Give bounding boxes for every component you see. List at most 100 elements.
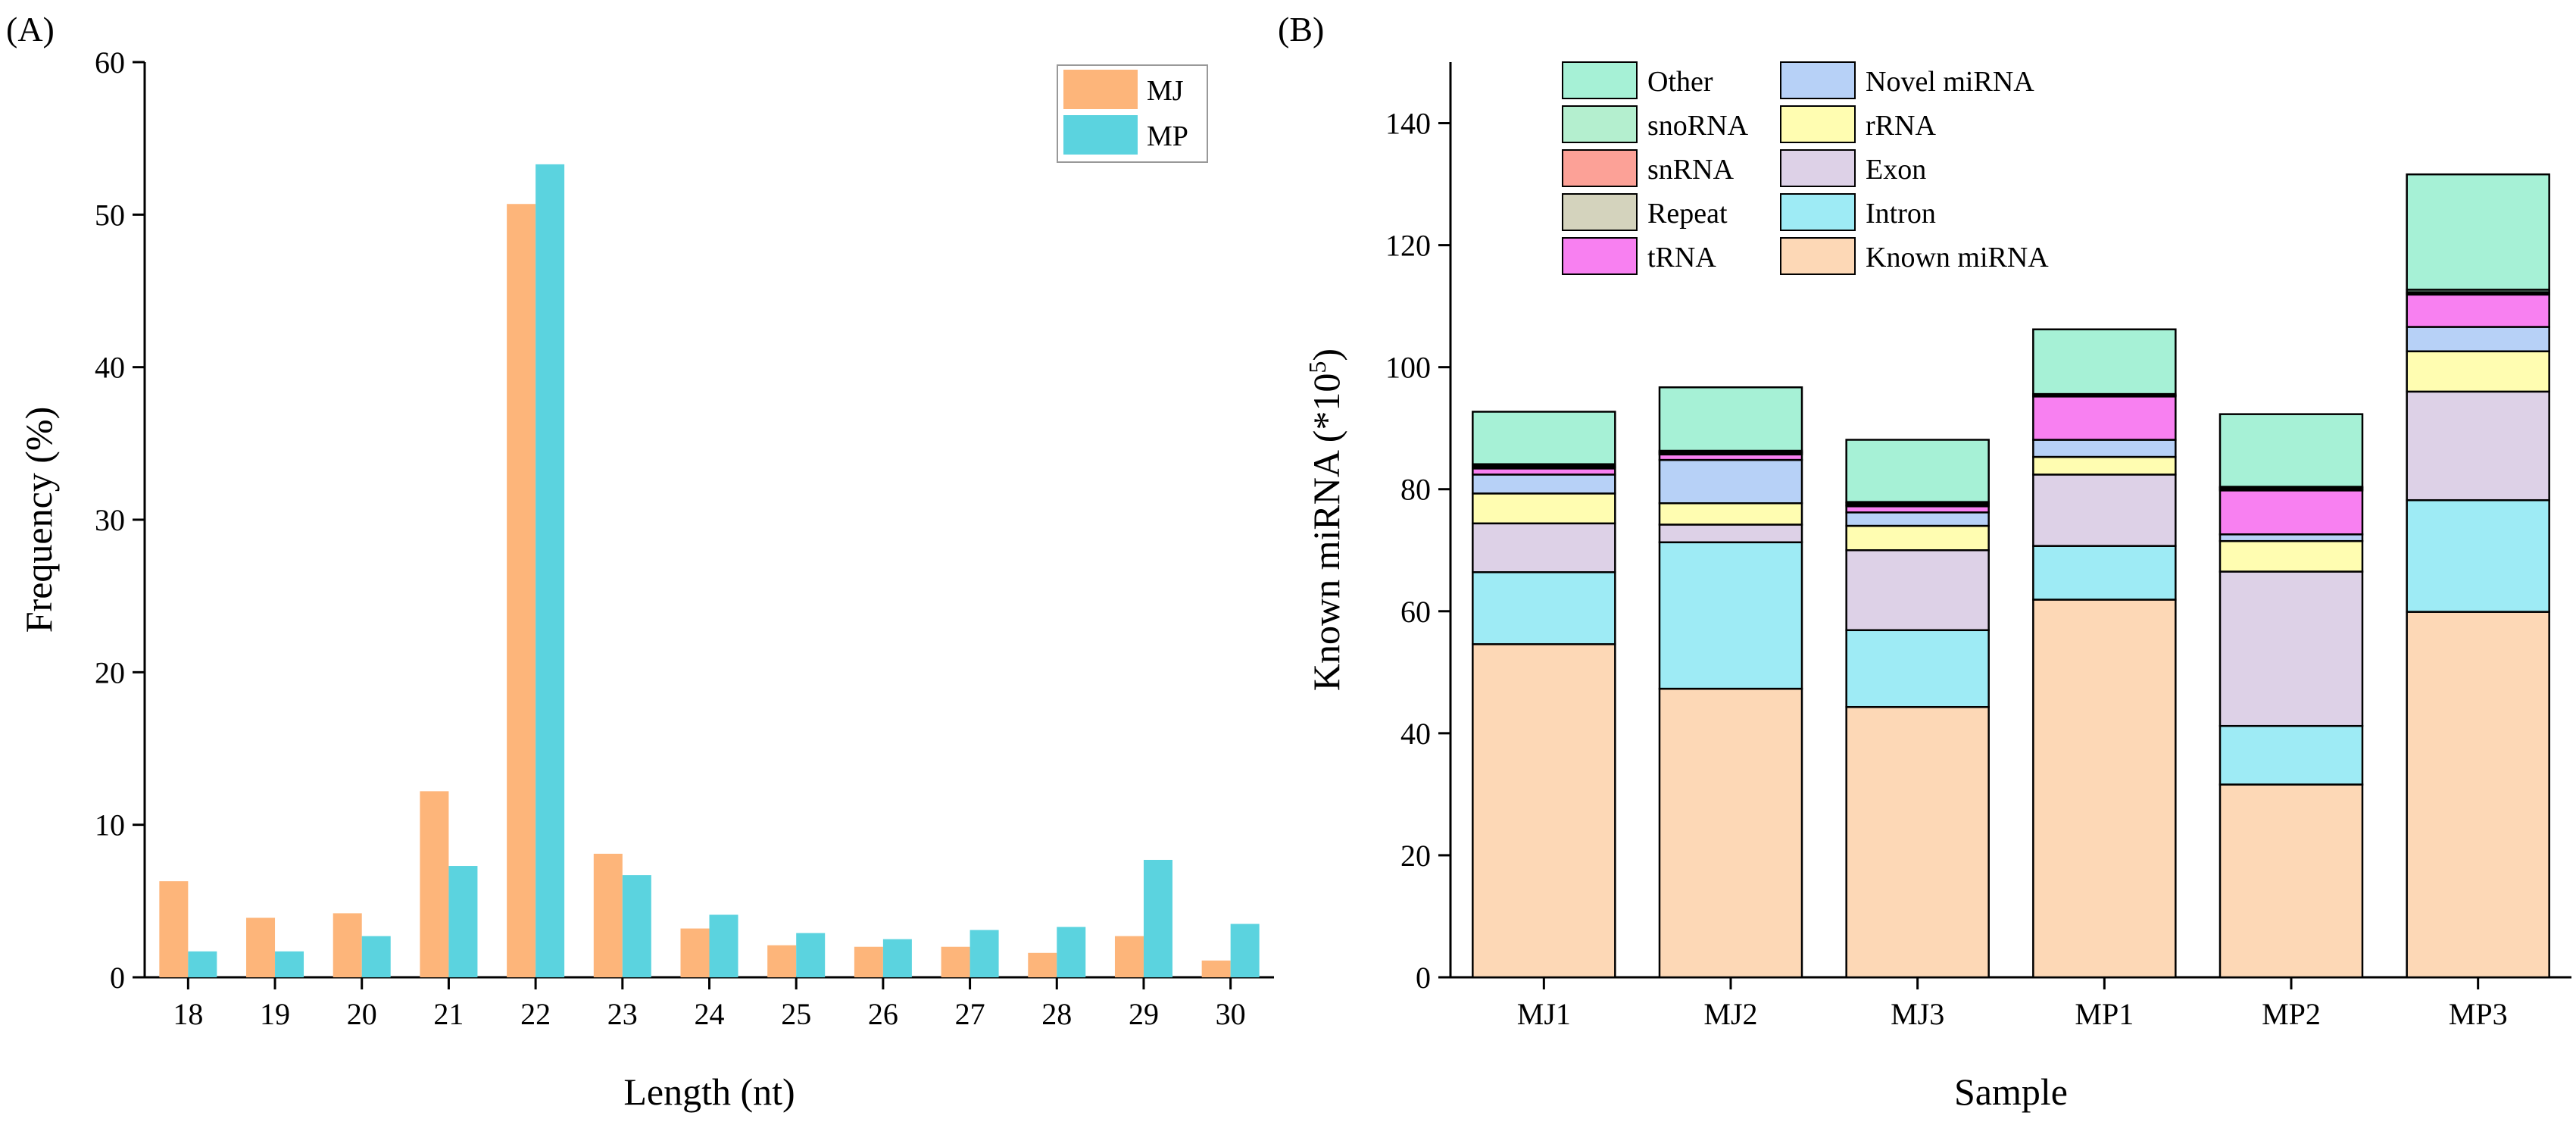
bar-exon-mp3: [2406, 390, 2550, 502]
bar-other-mj3: [1845, 439, 1990, 503]
panel-a: (A) 0 10 20 30 40 50 60 18 19 20 21 22 23 24 25 26 27 28 29…: [6, 10, 1274, 1113]
bar-mj-19: [246, 917, 276, 977]
bar-other-mp2: [2218, 413, 2364, 488]
bar-exon-mj3: [1845, 549, 1990, 632]
legend-swatch-exon: [1780, 149, 1856, 187]
legend-label-snrna: snRNA: [1647, 154, 1735, 186]
x-tick-label: 19: [260, 997, 290, 1031]
bar-trna-mp3: [2406, 293, 2550, 328]
bar-other-mj2: [1658, 386, 1803, 452]
bar-mp-28: [1057, 927, 1086, 977]
bar-intron-mj2: [1658, 541, 1803, 690]
bar-rrna-mj3: [1845, 524, 1990, 552]
bar-other-mj1: [1472, 411, 1616, 465]
legend-label-novel-mirna: Novel miRNA: [1866, 66, 2034, 98]
x-tick-label: MP3: [2449, 997, 2508, 1031]
bar-known-mirna-mj1: [1472, 643, 1616, 979]
bar-rrna-mp3: [2406, 350, 2550, 393]
x-tick-label: MP2: [2262, 997, 2321, 1031]
x-tick-label: 26: [868, 997, 898, 1031]
legend-label-trna: tRNA: [1647, 242, 1716, 273]
bar-exon-mp2: [2218, 570, 2364, 727]
bar-known-mirna-mp2: [2218, 783, 2364, 979]
bar-mp-30: [1230, 924, 1260, 977]
x-tick-label: 27: [955, 997, 985, 1031]
bar-mp-22: [535, 164, 565, 978]
bar-mj-28: [1028, 952, 1057, 977]
bar-mp-24: [709, 914, 738, 977]
bar-novel-mirna-mj2: [1658, 458, 1803, 505]
y-tick-label: 100: [1385, 351, 1431, 385]
bar-mj-21: [420, 791, 449, 977]
legend-swatch-novel-mirna: [1780, 61, 1856, 99]
bar-known-mirna-mp3: [2406, 611, 2550, 979]
bar-mp-27: [970, 930, 999, 977]
legend-swatch-snrna: [1562, 149, 1638, 187]
x-tick-label: MJ1: [1517, 997, 1571, 1031]
x-tick-label: 30: [1216, 997, 1246, 1031]
bar-known-mirna-mj2: [1658, 687, 1803, 979]
bar-exon-mj1: [1472, 522, 1616, 574]
bar-rrna-mp1: [2032, 455, 2177, 476]
bar-exon-mj2: [1658, 523, 1803, 544]
y-axis-title: Frequency (%): [17, 407, 60, 633]
bar-intron-mp3: [2406, 498, 2550, 613]
x-tick-label: MP1: [2075, 997, 2134, 1031]
bar-mj-24: [680, 928, 710, 977]
y-tick-label: 120: [1385, 229, 1431, 263]
bar-mj-22: [507, 204, 536, 977]
y-tick-label: 20: [95, 655, 125, 689]
bar-mp-19: [275, 951, 304, 977]
y-tick-label: 0: [1416, 961, 1431, 995]
y-tick-label: 60: [95, 45, 125, 80]
bar-other-mp1: [2032, 328, 2177, 395]
bar-mj-25: [767, 945, 797, 977]
bar-novel-mirna-mj1: [1472, 473, 1616, 495]
x-tick-label: MJ3: [1891, 997, 1944, 1031]
legend-swatch-repeat: [1562, 193, 1638, 231]
legend: MJ MP: [1057, 64, 1208, 163]
y-axis-title: Known miRNA (*105): [1304, 348, 1347, 691]
y-tick-label: 30: [95, 503, 125, 537]
bar-other-mp3: [2406, 173, 2550, 291]
legend-swatch-rrna: [1780, 105, 1856, 143]
bar-mj-18: [159, 881, 189, 977]
bar-known-mirna-mp1: [2032, 599, 2177, 979]
y-tick-label: 50: [95, 198, 125, 232]
x-tick-label: 20: [347, 997, 377, 1031]
y-tick-label: 140: [1385, 107, 1431, 141]
legend-swatch-known-mirna: [1780, 237, 1856, 275]
legend-swatch-intron: [1780, 193, 1856, 231]
legend-swatch-other: [1562, 61, 1638, 99]
bar-mj-20: [333, 913, 362, 977]
bar-mj-27: [941, 946, 970, 977]
bar-mp-20: [361, 936, 391, 977]
bar-rrna-mj1: [1472, 492, 1616, 525]
panel-label: (A): [6, 10, 55, 48]
bar-mj-30: [1201, 960, 1231, 977]
legend-label-mj: MJ: [1147, 75, 1184, 107]
x-tick-label: 29: [1129, 997, 1159, 1031]
x-axis-title: Sample: [1954, 1070, 2068, 1113]
bar-rrna-mp2: [2218, 539, 2364, 573]
legend-label-other: Other: [1647, 66, 1713, 98]
legend-label-known-mirna: Known miRNA: [1866, 242, 2049, 273]
legend-label-repeat: Repeat: [1647, 198, 1728, 230]
bar-mp-18: [188, 951, 217, 977]
legend-swatch-trna: [1562, 237, 1638, 275]
bar-novel-mirna-mp1: [2032, 439, 2177, 458]
bar-novel-mirna-mp3: [2406, 326, 2550, 352]
bar-known-mirna-mj3: [1845, 705, 1990, 979]
bar-intron-mj1: [1472, 571, 1616, 645]
bar-mj-26: [854, 946, 883, 977]
x-tick-label: MJ2: [1703, 997, 1757, 1031]
x-tick-label: 18: [173, 997, 203, 1031]
x-tick-label: 23: [607, 997, 638, 1031]
bar-mj-29: [1114, 936, 1144, 977]
bar-exon-mp1: [2032, 473, 2177, 547]
y-tick-label: 40: [1400, 717, 1431, 751]
panel-label: (B): [1278, 10, 1324, 48]
bar-mp-21: [448, 866, 478, 977]
bar-intron-mj3: [1845, 629, 1990, 708]
x-tick-label: 25: [781, 997, 811, 1031]
